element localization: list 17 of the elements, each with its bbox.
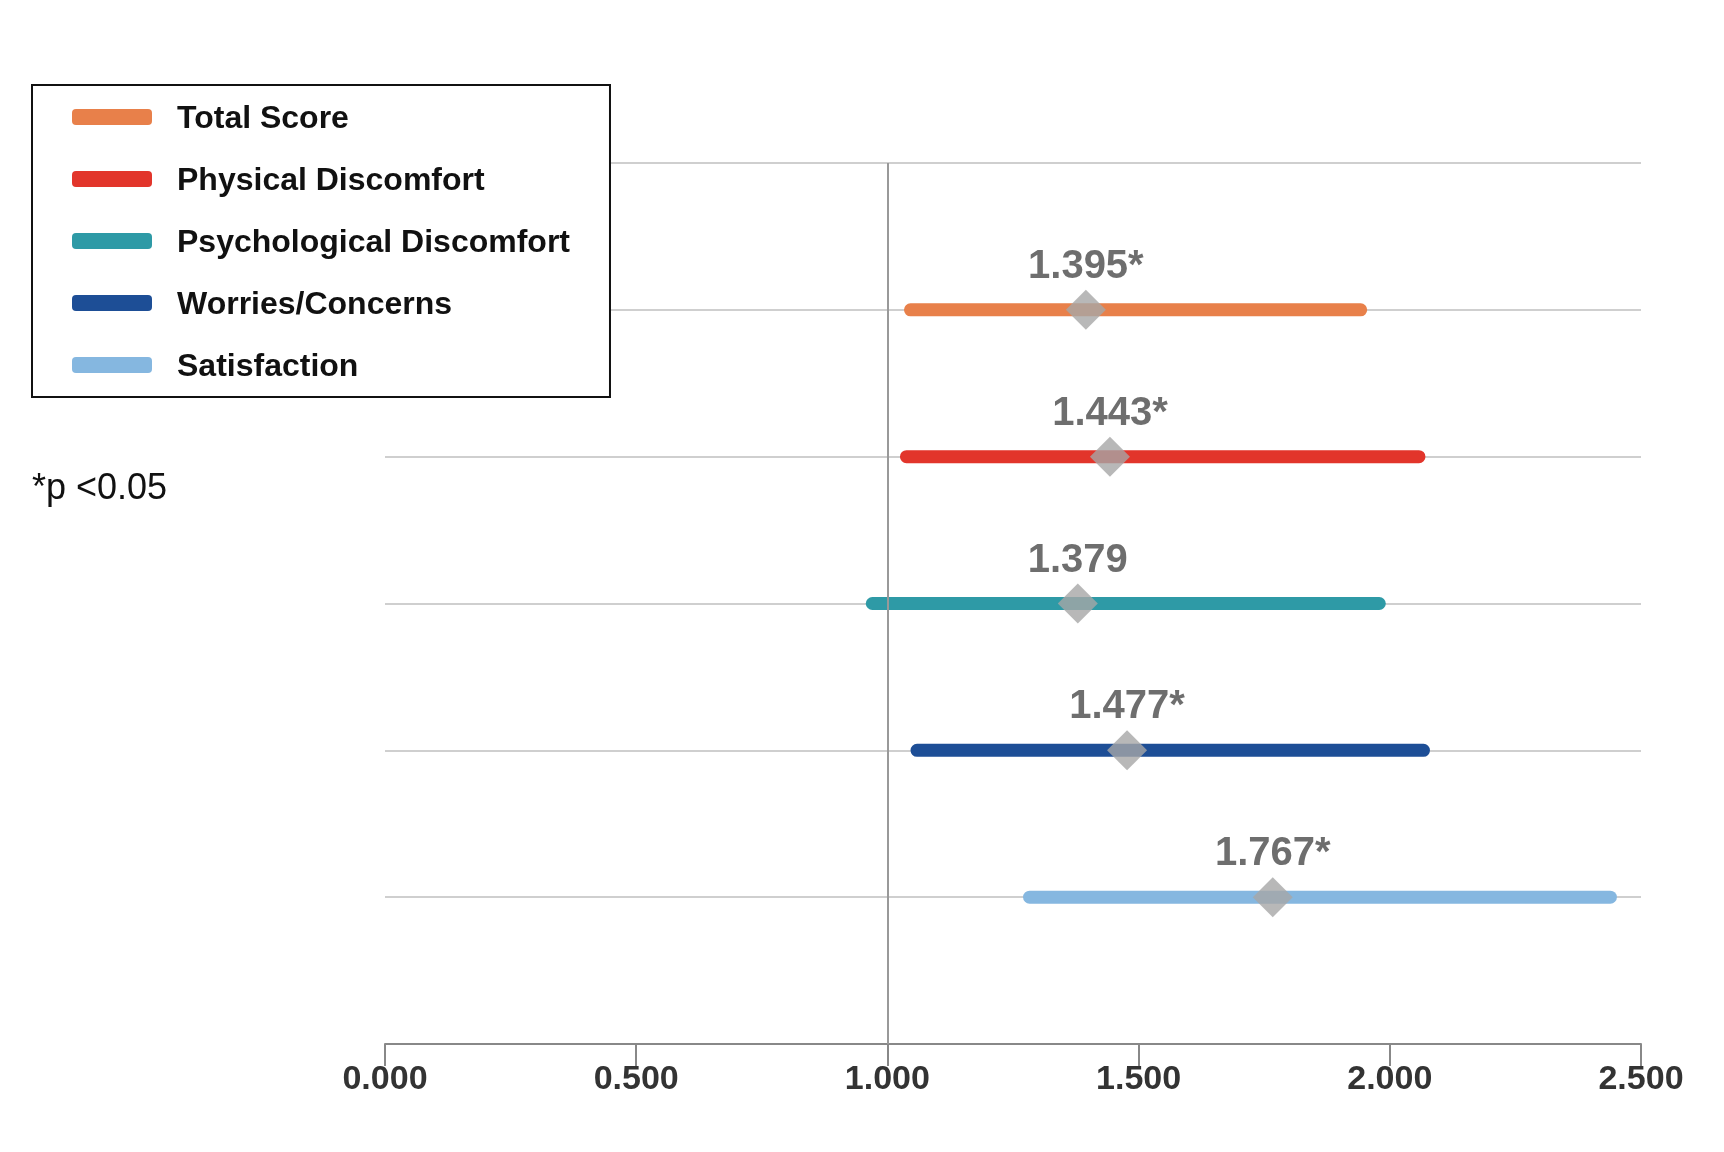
x-tick-label: 2.000 — [1347, 1058, 1433, 1096]
legend-label: Worries/Concerns — [177, 285, 453, 321]
data-label: 1.395* — [1028, 241, 1145, 286]
data-label: 1.477* — [1069, 682, 1186, 727]
legend-label: Satisfaction — [177, 347, 359, 383]
text: *p <0.05 — [32, 465, 168, 507]
legend-label: Physical Discomfort — [177, 161, 485, 197]
x-tick-label: 0.000 — [342, 1058, 428, 1096]
x-tick-label: 0.500 — [593, 1058, 679, 1096]
data-label: 1.767* — [1214, 829, 1331, 874]
data-label: 1.379 — [1027, 535, 1128, 580]
x-tick-label: 1.000 — [844, 1058, 930, 1096]
data-label: 1.443* — [1052, 388, 1169, 433]
legend-label: Total Score — [177, 99, 349, 135]
legend-label: Psychological Discomfort — [177, 223, 571, 259]
x-tick-label: 1.500 — [1096, 1058, 1182, 1096]
x-tick-label: 2.500 — [1598, 1058, 1684, 1096]
